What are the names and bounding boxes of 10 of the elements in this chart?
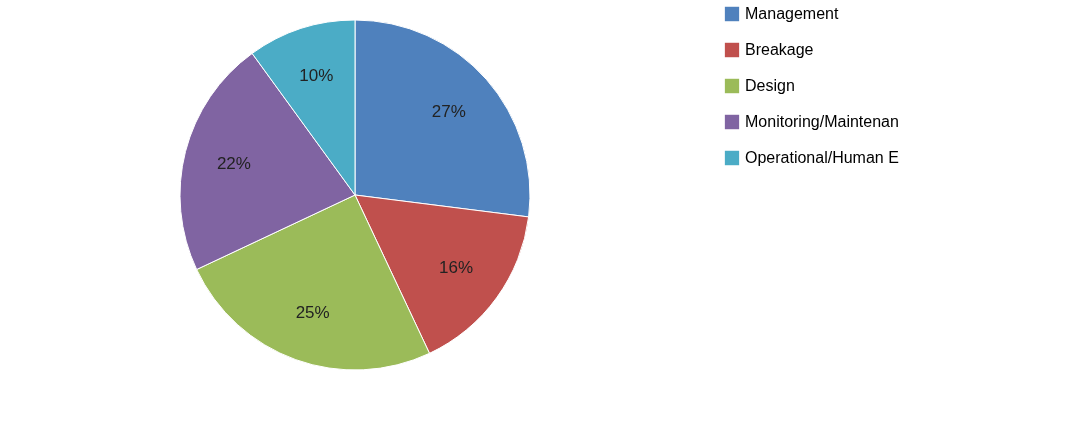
data-label: 16% bbox=[439, 258, 474, 278]
legend-label: Management bbox=[745, 5, 839, 22]
legend-label: Design bbox=[745, 77, 795, 94]
legend-label: Monitoring/Maintenan bbox=[745, 113, 899, 130]
legend-label: Operational/Human E bbox=[745, 149, 899, 166]
data-label: 10% bbox=[299, 66, 334, 86]
legend-label: Breakage bbox=[745, 41, 814, 58]
data-label: 22% bbox=[216, 153, 251, 173]
data-label: 27% bbox=[431, 102, 466, 122]
data-label: 25% bbox=[295, 302, 330, 322]
